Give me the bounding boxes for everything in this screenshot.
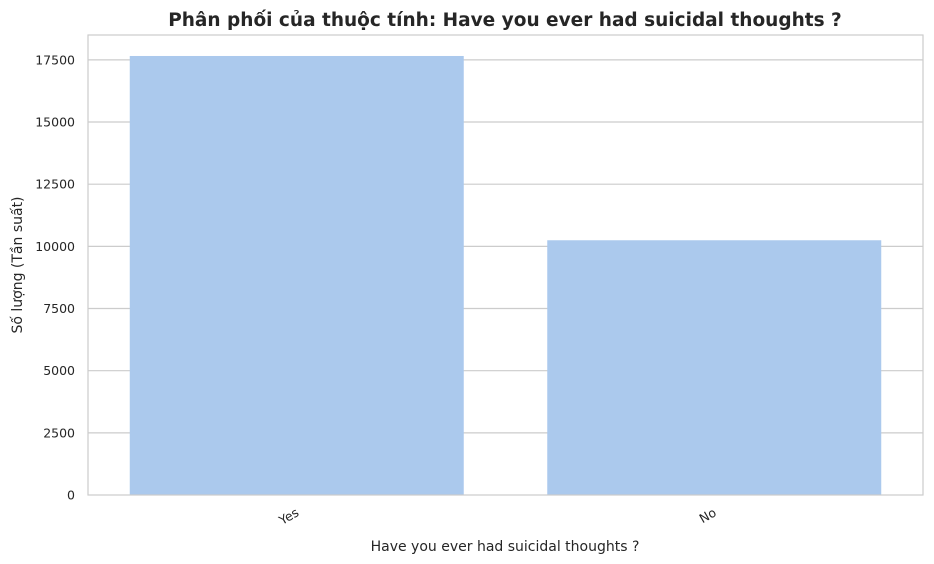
x-tick-labels: Yes No [275,505,718,529]
x-tick-label: No [697,505,719,526]
bar-no [547,240,882,495]
y-tick-label: 10000 [35,239,75,254]
chart-title: Phân phối của thuộc tính: Have you ever … [168,10,842,31]
y-tick-label: 7500 [43,301,75,316]
y-tick-label: 5000 [43,363,75,378]
y-tick-label: 2500 [43,425,75,440]
y-tick-labels: 0 2500 5000 7500 10000 12500 15000 17500 [35,52,75,502]
y-tick-label: 0 [67,488,75,503]
bars [129,55,882,495]
y-axis-label: Số lượng (Tần suất) [9,196,26,333]
x-tick-label: Yes [275,505,301,529]
bar-yes [129,55,464,495]
y-tick-label: 15000 [35,115,75,130]
x-axis-label: Have you ever had suicidal thoughts ? [371,539,640,555]
y-tick-label: 12500 [35,177,75,192]
y-tick-label: 17500 [35,52,75,67]
plot-frame [87,34,924,496]
